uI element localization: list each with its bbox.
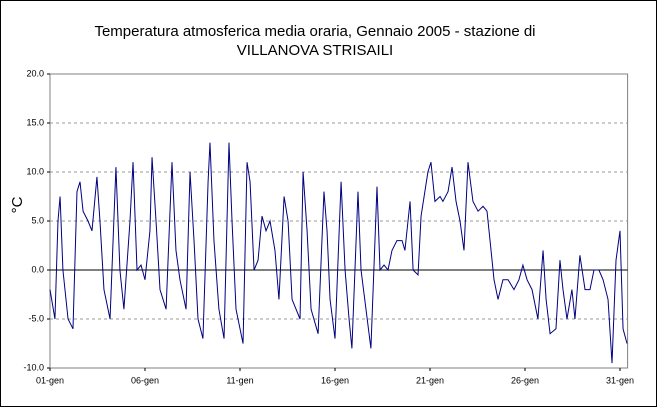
x-tick-label: 31-gen (606, 375, 634, 385)
y-tick-label: 10.0 (26, 166, 44, 176)
y-tick-label: 15.0 (26, 117, 44, 127)
y-tick-label: 0.0 (31, 264, 44, 274)
x-tick-label: 26-gen (511, 375, 539, 385)
x-tick-label: 21-gen (416, 375, 444, 385)
y-tick-label: -10.0 (23, 362, 44, 372)
x-tick-label: 06-gen (131, 375, 159, 385)
y-tick-label: -5.0 (28, 313, 44, 323)
y-tick-label: 5.0 (31, 215, 44, 225)
data-line (49, 142, 628, 364)
chart-title: VILLANOVA STRISAILI (237, 42, 393, 59)
y-axis-label: °C (9, 196, 26, 213)
x-tick-label: 11-gen (226, 375, 253, 385)
x-tick-label: 01-gen (36, 375, 64, 385)
y-tick-label: 20.0 (26, 68, 44, 78)
x-tick-label: 16-gen (321, 375, 349, 385)
chart-title: Temperatura atmosferica media oraria, Ge… (94, 23, 535, 40)
